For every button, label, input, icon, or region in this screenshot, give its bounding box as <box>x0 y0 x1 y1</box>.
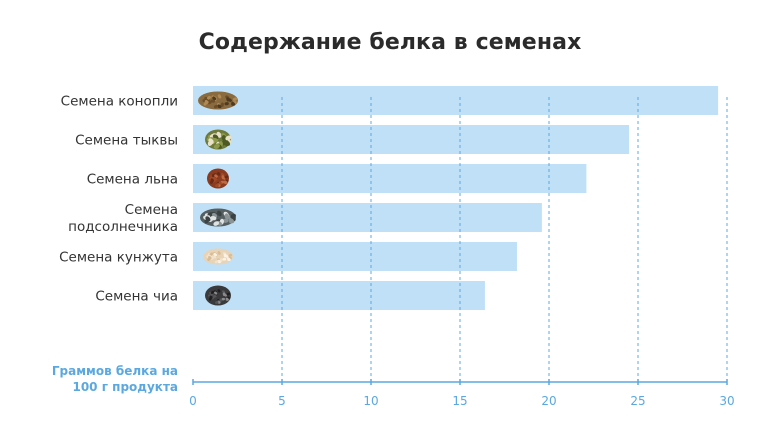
x-axis-title: 100 г продукта <box>72 380 178 394</box>
category-label: Семена тыквы <box>75 133 178 149</box>
chart-title: Содержание белка в семенах <box>198 30 582 55</box>
sesame-seeds-icon <box>203 248 233 265</box>
x-tick-label: 5 <box>278 394 286 408</box>
category-label: Семена конопли <box>61 94 178 110</box>
x-tick-label: 15 <box>452 394 467 408</box>
bar-4 <box>193 203 542 232</box>
bar-6 <box>193 281 485 310</box>
category-label: подсолнечника <box>68 219 178 235</box>
category-label: Семена чиа <box>95 289 178 305</box>
pumpkin-seeds-icon <box>205 129 232 150</box>
category-label: Семена кунжута <box>59 250 178 266</box>
bar-2 <box>193 125 630 154</box>
x-tick-label: 10 <box>363 394 378 408</box>
sunflower-seeds-icon <box>200 208 236 227</box>
bar-5 <box>193 242 517 271</box>
x-axis-title: Граммов белка на <box>52 364 178 378</box>
category-label: Семена <box>125 202 178 218</box>
bar-1 <box>193 86 719 115</box>
category-label: Семена льна <box>87 172 178 188</box>
bar-3 <box>193 164 587 193</box>
x-tick-label: 30 <box>719 394 734 408</box>
flax-seeds-icon <box>207 168 229 189</box>
x-tick-label: 0 <box>189 394 197 408</box>
x-tick-label: 25 <box>630 394 645 408</box>
chia-seeds-icon <box>205 285 231 306</box>
x-tick-label: 20 <box>541 394 556 408</box>
hemp-seeds-icon <box>198 91 238 110</box>
